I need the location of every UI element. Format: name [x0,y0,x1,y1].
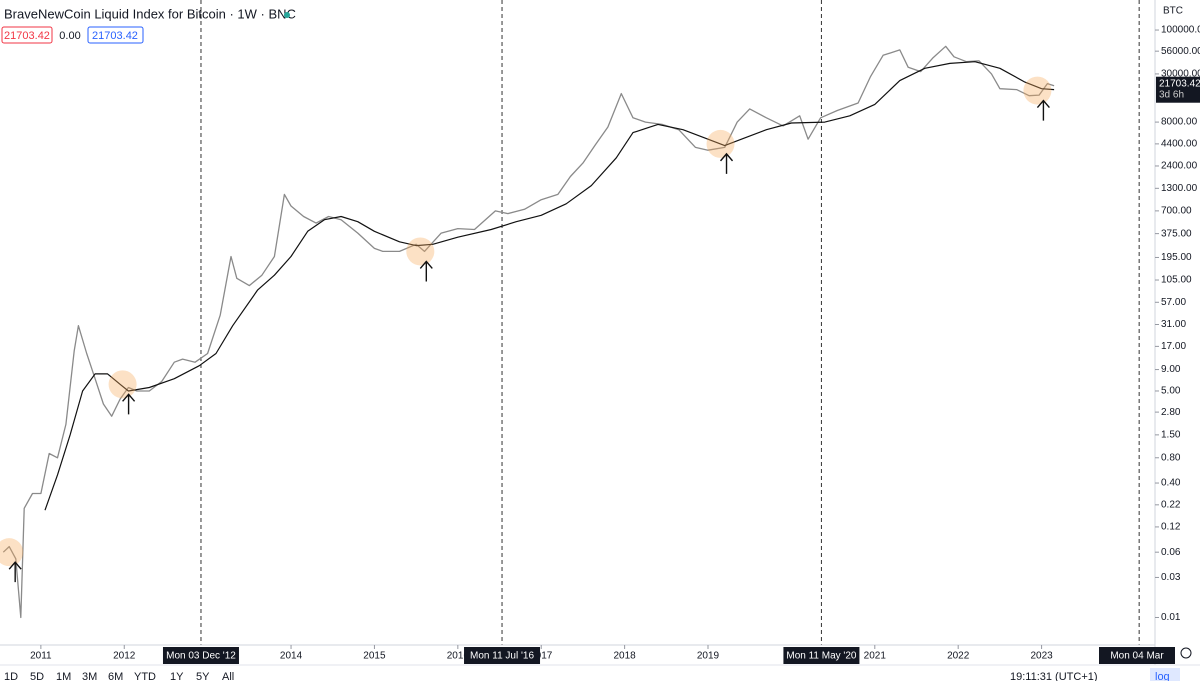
y-tick-label: 4400.00 [1161,139,1198,150]
countdown: 3d 6h [1159,89,1184,100]
y-tick-label: 100000.00 [1161,25,1200,36]
y-tick-label: 700.00 [1161,206,1192,217]
header-value: 21703.42 [92,30,138,42]
y-tick-label: 0.22 [1161,499,1181,510]
marker-label-bg [464,647,541,664]
y-tick-label: 0.12 [1161,522,1181,533]
marker-label-bg [1099,647,1175,664]
x-tick-label: 2014 [280,651,303,662]
range-button[interactable]: 1D [4,671,18,681]
legend-header: BraveNewCoin Liquid Index for Bitcoin · … [1,6,296,44]
y-tick-label: 195.00 [1161,252,1192,263]
y-tick-label: 0.80 [1161,452,1181,463]
x-tick-label: 2019 [697,651,720,662]
arrow [8,561,22,583]
range-button[interactable]: 6M [108,671,123,681]
log-button-bg[interactable] [1150,668,1180,681]
x-tick-label: 2011 [30,651,52,662]
last-price-box [1156,76,1200,103]
range-button[interactable]: 3M [82,671,97,681]
marker-label: Mon 11 Jul '16 [470,651,534,662]
value-box [1,26,53,44]
chart-title: BraveNewCoin Liquid Index for Bitcoin · … [4,6,296,21]
range-button[interactable]: All [222,671,234,681]
x-tick-label: 2017 [530,651,553,662]
y-tick-label: 0.40 [1161,478,1181,489]
y-tick-label: 8000.00 [1161,117,1198,128]
y-tick-label: 105.00 [1161,275,1192,286]
currency-label[interactable]: BTC [1163,6,1183,17]
plot-area [0,0,1140,645]
range-button[interactable]: 5Y [196,671,210,681]
last-price-label: 21703.42 [1159,78,1200,89]
price-line [44,61,1055,511]
y-tick-label: 2.80 [1161,407,1181,418]
header-value: 21703.42 [4,30,50,42]
y-tick-label: 0.06 [1161,547,1181,558]
x-tick-label: 2023 [1030,651,1053,662]
arrow [122,393,136,415]
x-tick-label: 2021 [864,651,887,662]
marker-label-bg [783,647,860,664]
value-box [87,26,144,44]
status-dot [284,12,290,18]
highlight [406,237,435,266]
settings-icon[interactable] [1180,647,1192,659]
arrow [419,260,433,282]
x-tick-label: 2012 [113,651,136,662]
range-button[interactable]: YTD [134,671,156,681]
y-tick-label: 0.03 [1161,572,1181,583]
arrow [719,152,734,174]
price-line [2,45,1055,619]
marker-label: Mon 04 Mar [1110,651,1164,662]
x-tick-label: 2018 [613,651,636,662]
x-tick-label: 2015 [363,651,386,662]
y-tick-label: 17.00 [1161,341,1186,352]
x-tick-label: 2016 [447,651,470,662]
range-button[interactable]: 1M [56,671,71,681]
toolbar: 1D 5D 1M 3M 6M YTD 1Y 5Y All [4,671,234,681]
header-value: 0.00 [59,30,80,42]
highlight [0,538,24,567]
marker-label: Mon 03 Dec '12 [166,651,236,662]
y-tick-label: 1300.00 [1161,183,1198,194]
y-tick-label: 2400.00 [1161,161,1198,172]
y-tick-label: 9.00 [1161,364,1181,375]
y-tick-label: 31.00 [1161,319,1186,330]
y-tick-label: 56000.00 [1161,46,1200,57]
y-tick-label: 5.00 [1161,386,1181,397]
clock: 19:11:31 (UTC+1) [1010,671,1098,681]
highlight [1023,76,1052,105]
highlight [108,370,137,399]
arrow [1036,99,1050,121]
y-tick-label: 0.01 [1161,612,1181,623]
y-tick-label: 30000.00 [1161,69,1200,80]
log-button[interactable]: log [1155,671,1170,681]
highlight [706,129,735,158]
range-button[interactable]: 1Y [170,671,184,681]
marker-label-bg [162,647,239,664]
x-tick-label: 2022 [947,651,970,662]
range-button[interactable]: 5D [30,671,44,681]
y-tick-label: 375.00 [1161,228,1192,239]
marker-label: Mon 11 May '20 [786,651,857,662]
y-tick-label: 1.50 [1161,430,1181,441]
y-tick-label: 57.00 [1161,297,1186,308]
axes: 100000.00 56000.00 30000.00 8000.00 4400.00 2… [30,25,1200,664]
